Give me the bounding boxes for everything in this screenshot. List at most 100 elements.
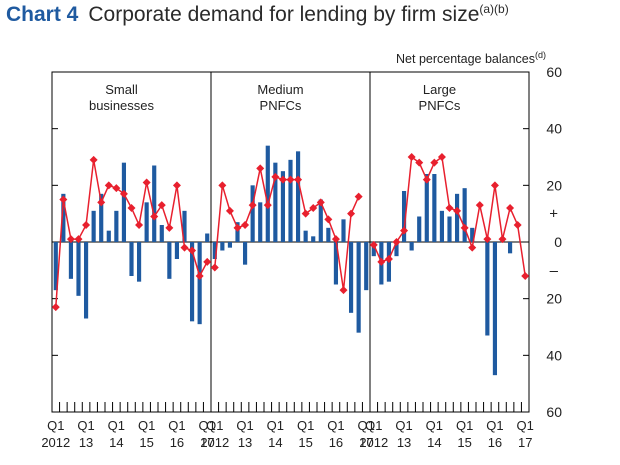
chart-title: Chart 4 Corporate demand for lending by f… [6,2,509,27]
line-marker [218,181,227,190]
x-tick-label-year: 2012 [200,435,229,450]
line-marker [97,198,106,207]
line-marker [339,286,348,295]
x-tick-label-quarter: Q1 [456,418,473,433]
line-marker [468,243,477,252]
bar [106,230,111,242]
bar [76,242,81,296]
x-tick-label-year: 14 [427,435,441,450]
units-note: (d) [535,50,546,60]
line-marker [316,198,325,207]
line-marker [150,212,159,221]
line-marker [498,235,507,244]
line-marker [331,235,340,244]
line-marker [225,206,234,215]
line-marker [294,175,303,184]
bar [174,242,180,259]
units-label-text: Net percentage balances [396,52,535,67]
line-marker [460,223,469,232]
x-tick-label-year: 2012 [359,435,388,450]
y-tick-label: 40 [546,347,562,363]
line-marker [74,235,83,244]
x-tick-label-quarter: Q1 [297,418,314,433]
bar [318,199,323,242]
x-tick-label-year: 17 [200,435,214,450]
x-tick-label-quarter: Q1 [236,418,253,433]
bar [454,193,460,242]
line-marker [301,209,310,218]
x-tick-label-year: 14 [268,435,282,450]
line-marker [324,215,333,224]
x-tick-label-year: 14 [109,435,123,450]
bar [220,242,225,251]
bar [91,210,96,242]
bar [507,242,513,254]
bar [462,188,467,242]
bar [432,174,437,242]
line-marker [506,204,515,212]
bar [265,145,270,242]
title-notes: (a)(b) [479,2,509,16]
line-marker [51,303,60,312]
x-tick-label-quarter: Q1 [206,418,223,433]
x-tick-label-quarter: Q1 [199,418,216,433]
line-marker [453,206,462,215]
line-marker [263,201,272,210]
line-marker [142,178,151,187]
bar [144,202,149,242]
x-tick-label-quarter: Q1 [358,418,375,433]
bar [53,242,58,291]
line-marker [278,175,287,184]
line-marker [210,263,219,272]
x-tick-label-quarter: Q1 [395,418,412,433]
panel-label: PNFCs [260,98,302,113]
chart-number: Chart 4 [6,3,79,26]
line-marker [354,192,363,201]
line-marker [483,235,492,244]
bar [394,242,399,257]
panel-label: PNFCs [419,98,461,113]
bar [129,242,134,276]
y-tick-label: 60 [546,64,562,80]
x-tick-label-quarter: Q1 [327,418,344,433]
bar [197,242,202,325]
bar [114,210,119,242]
x-tick-label-year: 17 [359,435,373,450]
bar [205,233,210,242]
bar [250,185,255,242]
bar [182,210,187,242]
line-marker [157,201,166,210]
x-tick-label-year: 13 [397,435,411,450]
line-marker [369,240,378,249]
line-marker [384,255,393,263]
line-marker [309,204,318,212]
line-marker [241,221,250,229]
line-marker [400,226,409,235]
bar [295,151,301,242]
bar [242,242,248,265]
y-tick-label: 20 [546,177,562,193]
panel-label: Large [423,82,456,97]
bar [424,174,429,242]
panel-label: businesses [89,98,155,113]
line-marker [271,172,280,181]
y-tick-label: 40 [546,121,562,137]
x-tick-label-quarter: Q1 [77,418,94,433]
x-tick-label-quarter: Q1 [168,418,185,433]
line-marker [521,272,530,280]
x-tick-label-quarter: Q1 [517,418,534,433]
line-marker [165,223,174,232]
x-tick-label-year: 13 [238,435,252,450]
bar [280,171,286,242]
bar [439,210,445,242]
bar [333,242,339,285]
bar [326,227,331,242]
line-marker [104,181,113,190]
line-marker [233,223,242,232]
bar [401,191,407,242]
line-marker [422,175,431,184]
line-marker [135,221,144,229]
bar [61,193,66,242]
x-tick-label-year: 16 [329,435,343,450]
